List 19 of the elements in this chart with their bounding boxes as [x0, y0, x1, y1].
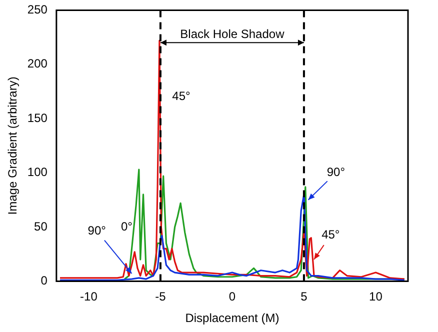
y-tick-label: 0: [40, 274, 48, 288]
x-axis-title: Displacement (M): [185, 311, 280, 326]
annotation: 0°: [120, 219, 133, 234]
y-tick-label: 50: [34, 219, 48, 234]
annotation: 90°: [88, 223, 106, 238]
x-tick-label: 5: [300, 290, 308, 304]
y-tick-label: 200: [27, 56, 48, 71]
y-tick-label: 250: [27, 2, 48, 17]
y-tick-label: 100: [27, 165, 48, 180]
x-tick-label: -5: [155, 290, 166, 304]
x-tick-label: 0: [228, 290, 236, 304]
y-axis-title: Image Gradient (arbitrary): [6, 76, 20, 215]
annotation: 45°: [322, 227, 340, 242]
x-tick-label: 10: [369, 290, 383, 304]
annotation: 45°: [172, 89, 190, 104]
annotation: Black Hole Shadow: [180, 26, 285, 41]
y-tick-label: 150: [27, 110, 48, 125]
x-tick-label: -10: [80, 290, 98, 304]
annotation: 90°: [326, 165, 346, 180]
